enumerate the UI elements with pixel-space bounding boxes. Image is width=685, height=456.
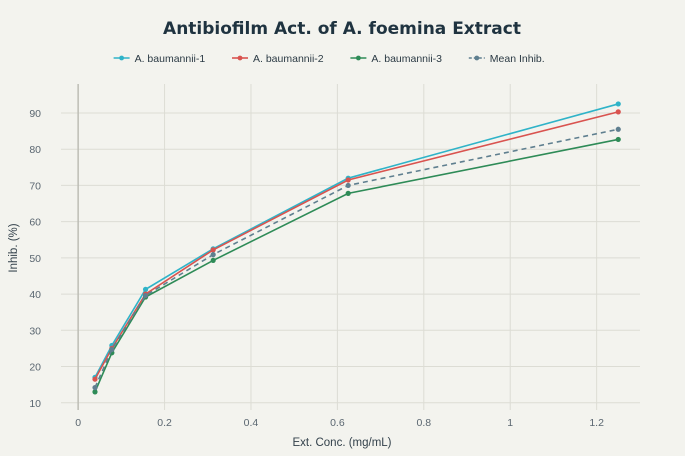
data-point [615, 101, 621, 107]
x-axis-label: Ext. Conc. (mg/mL) [292, 437, 391, 449]
series-group [92, 126, 621, 391]
x-tick-label: 0.6 [330, 417, 345, 429]
axes: 10 20 30 40 50 60 70 80 90 0 0.2 0.4 0.6 0.8 1 1.2 [29, 108, 604, 429]
legend-marker [474, 55, 480, 61]
data-point [142, 286, 149, 292]
y-tick-label: 80 [29, 144, 41, 156]
y-tick-label: 90 [29, 108, 41, 120]
data-point [345, 177, 351, 183]
legend-marker [237, 55, 243, 61]
grid [61, 84, 640, 410]
data-point [210, 257, 216, 264]
y-tick-label: 20 [29, 362, 41, 374]
series-line [94, 128, 619, 388]
data-point [92, 384, 98, 391]
legend-item: Mean Inhib. [468, 53, 545, 65]
data-point [92, 376, 98, 382]
x-tick-label: 1.2 [589, 417, 604, 429]
legend-marker [119, 55, 124, 61]
y-tick-label: 40 [29, 289, 41, 301]
legend-marker [356, 55, 361, 61]
legend-item: A. baumannii-1 [113, 53, 206, 65]
x-tick-label: 0.8 [417, 417, 432, 429]
data-point [142, 292, 149, 299]
y-tick-label: 70 [29, 180, 41, 192]
y-tick-label: 50 [29, 253, 41, 265]
x-tick-label: 1 [507, 417, 513, 429]
data-point [345, 182, 351, 189]
data-point [109, 346, 115, 353]
legend-item: A. baumannii-3 [350, 53, 442, 65]
x-tick-label: 0.4 [244, 417, 259, 429]
series-line [94, 138, 619, 393]
legend: A. baumannii-1 A. baumannii-2 A. baumannii… [113, 53, 545, 65]
data-point [615, 136, 621, 143]
y-tick-label: 10 [29, 398, 41, 410]
chart-title: Antibiofilm Act. of A. foemina Extract [163, 19, 521, 39]
x-tick-label: 0 [75, 417, 81, 429]
legend-label: A. baumannii-2 [253, 53, 324, 65]
data-point [345, 190, 351, 196]
y-axis-label: Inhib. (%) [8, 223, 20, 272]
series-group [92, 109, 621, 382]
series-group [92, 136, 621, 395]
legend-label: Mean Inhib. [490, 53, 545, 65]
data-point [210, 247, 216, 253]
series-line [94, 111, 619, 380]
series-line [94, 103, 619, 378]
legend-item: A. baumannii-2 [232, 53, 324, 65]
y-tick-label: 30 [29, 325, 41, 337]
data-point [210, 252, 216, 258]
series-group [92, 101, 621, 380]
series [92, 101, 621, 395]
x-tick-label: 0.2 [157, 417, 172, 429]
data-point [615, 126, 621, 132]
data-point [92, 389, 98, 395]
data-point [615, 109, 621, 115]
legend-label: A. baumannii-1 [135, 53, 206, 65]
legend-label: A. baumannii-3 [371, 53, 442, 65]
y-tick-label: 60 [29, 217, 41, 229]
